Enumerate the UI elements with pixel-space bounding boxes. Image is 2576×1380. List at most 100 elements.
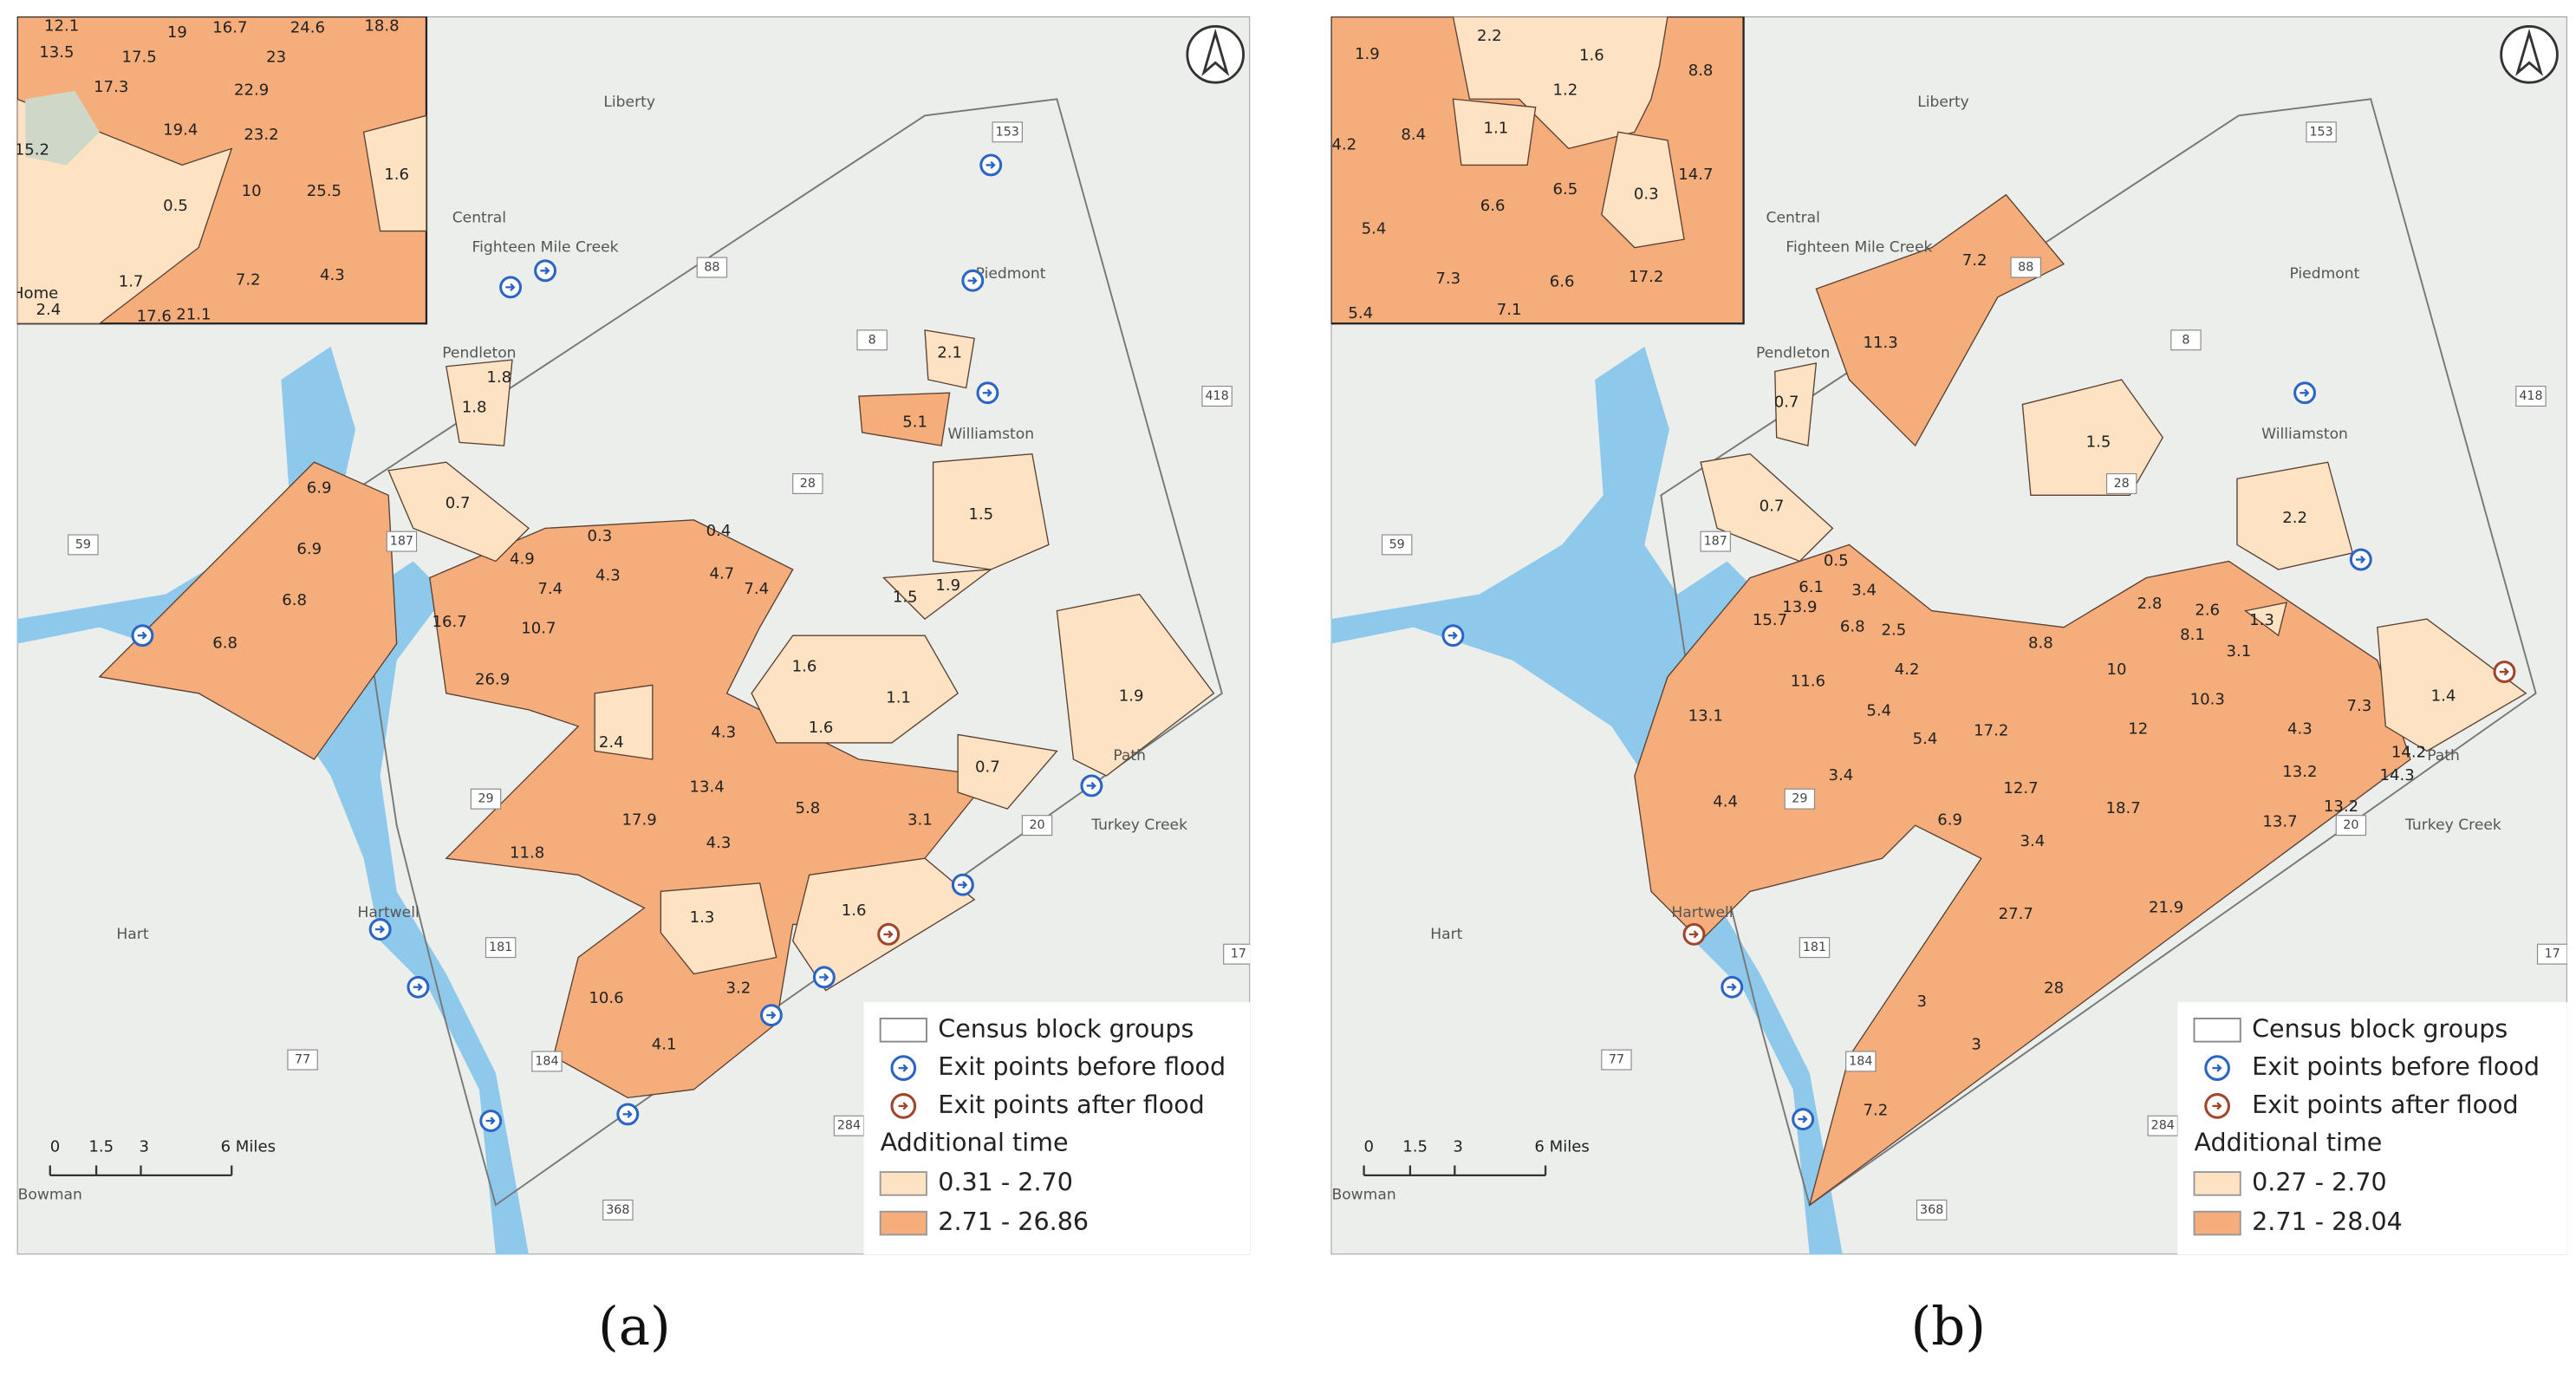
- area-label: 4.1: [652, 1035, 677, 1053]
- area-label: 0.7: [975, 758, 1000, 777]
- area-label: 10.6: [589, 989, 623, 1007]
- inset-label: 19.4: [163, 120, 198, 139]
- lake: [1330, 346, 1843, 1255]
- legend-title: Additional time: [881, 1128, 1069, 1157]
- area-label: 7.4: [744, 580, 769, 598]
- area-label: 17.2: [1974, 722, 2008, 740]
- route-number: 181: [1803, 941, 1826, 954]
- area-label: 3.4: [1851, 582, 1877, 600]
- inset-label: 6.6: [1480, 197, 1506, 215]
- place-name: Hart: [1430, 926, 1462, 943]
- inset-label: 25.5: [307, 182, 342, 200]
- region-high: [1815, 193, 2065, 447]
- exit-arrow: [958, 881, 968, 889]
- area-label: 0.3: [588, 527, 613, 545]
- route-shield: [1845, 1051, 1877, 1072]
- route-shield: [2105, 472, 2137, 494]
- inset-label: 17.2: [1629, 268, 1663, 286]
- region-low: [1700, 362, 2527, 752]
- area-label: 6.9: [1937, 810, 1962, 829]
- route-number: 59: [1389, 537, 1405, 551]
- inset-label: 16.7: [212, 18, 247, 36]
- north-arrow: [2500, 25, 2559, 84]
- caption: (a): [598, 1296, 671, 1357]
- inset-label: 19: [167, 23, 187, 42]
- area-label: 5.4: [1866, 702, 1891, 720]
- exit-arrow: [766, 1011, 777, 1019]
- area-label: 7.4: [537, 580, 563, 598]
- exit-arrow: [883, 930, 894, 939]
- inset-label: 13.5: [39, 43, 74, 62]
- place-name: Hartwell: [358, 904, 420, 921]
- area-label: 7.3: [2347, 697, 2372, 715]
- area-label: 4.2: [1895, 661, 1920, 679]
- exit-arrow: [1447, 631, 1458, 640]
- inset-label: 12.1: [44, 16, 79, 35]
- inset-label: 17.3: [94, 78, 128, 96]
- inset-label: 7.2: [236, 271, 261, 290]
- area-label: 14.3: [2380, 766, 2415, 784]
- inset-label: 2.2: [1477, 27, 1502, 45]
- legend-exit-arrow: [898, 1064, 908, 1072]
- place-name: Piedmont: [976, 265, 1046, 283]
- legend-label: Exit points before flood: [2252, 1051, 2540, 1081]
- place-name: Fighteen Mile Creek: [1786, 239, 1932, 257]
- place-name: Turkey Creek: [2404, 817, 2501, 834]
- area-label: 6.1: [1799, 578, 1824, 596]
- area-label: 0.7: [1774, 394, 1799, 412]
- legend-swatch: [879, 1210, 927, 1236]
- route-number: 184: [1849, 1054, 1872, 1068]
- scale-label: 1.5: [88, 1137, 114, 1155]
- route-shield: [1784, 788, 1816, 810]
- area-label: 4.7: [709, 565, 734, 583]
- inset-label: 8.8: [1688, 62, 1714, 80]
- area-label: 0.5: [1824, 551, 1849, 570]
- exit-arrow: [374, 925, 386, 934]
- inset: [1330, 16, 1745, 325]
- county-outline: [346, 98, 1223, 1207]
- exit-arrow: [1688, 930, 1699, 939]
- area-label: 13.7: [2262, 812, 2297, 830]
- scale-label: 6 Miles: [1534, 1137, 1589, 1155]
- route-number: 418: [2519, 389, 2542, 403]
- route-number: 20: [1029, 818, 1044, 832]
- area-label: 11.3: [1864, 334, 1898, 352]
- area-label: 1.5: [893, 588, 918, 606]
- area-label: 15.7: [1753, 611, 1787, 629]
- region-high: [858, 392, 951, 446]
- route-shield: [1799, 937, 1831, 959]
- route-shield: [1916, 1199, 1948, 1221]
- inset-label: 0.3: [1634, 186, 1659, 204]
- inset: [16, 16, 428, 325]
- area-label: 3.4: [1829, 766, 1854, 784]
- route-number: 28: [800, 477, 816, 491]
- place-name: Central: [1766, 209, 1820, 226]
- legend-label: 0.31 - 2.70: [938, 1167, 1073, 1196]
- area-label: 3.1: [907, 810, 933, 829]
- area-label: 13.2: [2324, 797, 2358, 816]
- place-name: Central: [452, 209, 506, 226]
- area-label: 4.3: [2287, 720, 2313, 739]
- area-label: 2.8: [2137, 595, 2163, 613]
- legend-swatch: [2193, 1018, 2241, 1043]
- area-label: 1.6: [842, 902, 867, 920]
- inset-label: 18.8: [364, 16, 399, 35]
- exit-arrow: [413, 983, 423, 992]
- route-number: 77: [1609, 1053, 1624, 1067]
- inset-label: 1.2: [1553, 81, 1578, 100]
- legend-label: Exit points before flood: [938, 1051, 1226, 1081]
- scale-line: [49, 1165, 233, 1177]
- area-label: 1.6: [792, 657, 817, 675]
- route-number: 284: [837, 1119, 861, 1133]
- area-label: 3.4: [2020, 832, 2045, 850]
- area-label: 1.9: [1119, 687, 1144, 706]
- inset-label: 10: [242, 182, 262, 200]
- route-shield: [2170, 329, 2202, 351]
- area-label: 1.9: [935, 576, 960, 595]
- area-label: 2.5: [1881, 621, 1906, 639]
- area-label: 5.1: [902, 413, 927, 432]
- area-label: 1.6: [809, 719, 834, 737]
- area-label: 3: [1971, 1035, 1981, 1053]
- scale-label: 3: [1453, 1137, 1463, 1155]
- inset-label: 7.1: [1497, 301, 1522, 319]
